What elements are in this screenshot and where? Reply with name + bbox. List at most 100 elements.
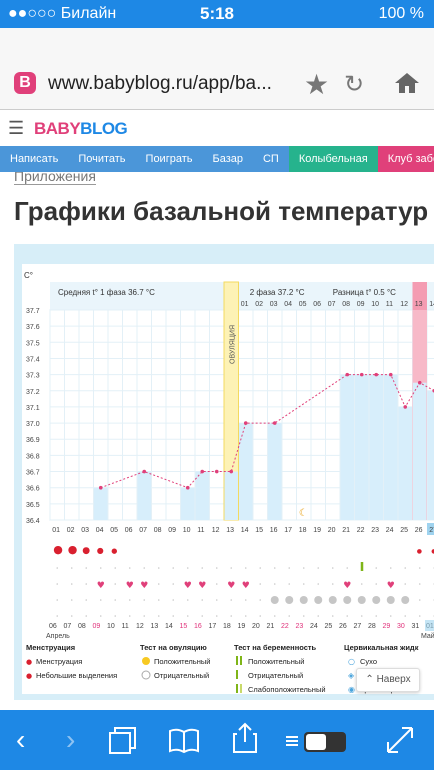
nav-item-1[interactable]: Почитать (78, 153, 126, 165)
nav-item-4[interactable]: СП (262, 153, 279, 165)
url-field[interactable]: www.babyblog.ru/app/ba... (48, 73, 272, 94)
date-label: 18 (223, 623, 231, 630)
grid-dot (70, 583, 73, 585)
legend-drop-icon: ● (26, 658, 32, 666)
grid-dot (157, 599, 160, 601)
grid-dot (375, 615, 378, 617)
share-icon[interactable] (232, 722, 258, 754)
date-label: 26 (339, 623, 347, 630)
grid-dot (418, 599, 421, 601)
grid-dot (114, 599, 117, 601)
legend-menstruation-title: Менструация (26, 643, 75, 652)
legend-ovu-neg-icon (141, 670, 151, 680)
grid-dot (172, 583, 175, 585)
grid-dot (389, 583, 392, 585)
date-label: 11 (122, 623, 129, 630)
date-label: 23 (296, 623, 304, 630)
intercourse-heart-icon: ♥ (140, 581, 148, 591)
temp-bar (181, 487, 195, 520)
legend-ovulation-item: Отрицательный (154, 671, 209, 680)
grid-dot (317, 615, 320, 617)
legend-pregnancy-item: Отрицательный (248, 671, 303, 680)
home-icon[interactable] (394, 72, 420, 94)
phase2-day-label: 14 (429, 301, 434, 308)
breadcrumb[interactable]: Приложения (14, 172, 96, 185)
phase2-day-label: 13 (415, 301, 423, 308)
grid-dot (259, 615, 262, 617)
cycle-day-label: 16 (270, 527, 278, 534)
y-tick-label: 37.6 (26, 324, 40, 331)
legend-cervical-title: Цервикальная жидк (344, 643, 419, 652)
grid-dot (244, 583, 247, 585)
intercourse-heart-icon: ♥ (387, 581, 395, 591)
bookmarks-icon[interactable] (168, 728, 200, 754)
medication-pill-icon (372, 596, 381, 604)
legend-preg-icon (240, 656, 242, 665)
y-tick-label: 37.7 (26, 308, 40, 315)
menstruation-drop-icon: ● (111, 547, 117, 555)
grid-dot (186, 583, 189, 585)
temp-point (142, 469, 147, 474)
grid-dot (259, 583, 262, 585)
grid-dot (99, 615, 102, 617)
nav-item-3[interactable]: Базар (212, 153, 243, 165)
date-label: 10 (107, 623, 115, 630)
grid-dot (56, 583, 59, 585)
grid-dot (56, 615, 59, 617)
forward-icon[interactable]: › (66, 724, 76, 755)
grid-dot (85, 567, 88, 569)
phase2-day-label: 06 (313, 301, 321, 308)
grid-dot (418, 583, 421, 585)
back-icon[interactable]: ‹ (16, 724, 26, 755)
cycle-day-label: 13 (226, 527, 234, 534)
browser-url-bar: B www.babyblog.ru/app/ba... ★ ↻ (0, 28, 434, 110)
temp-point (388, 372, 393, 377)
cycle-day-label: 07 (139, 527, 147, 534)
grid-dot (331, 567, 334, 569)
grid-dot (70, 615, 73, 617)
y-tick-label: 36.8 (26, 453, 40, 460)
date-label: 19 (238, 623, 246, 630)
temp-bar (224, 471, 238, 520)
nav-item-5[interactable]: Колыбельная (288, 146, 378, 172)
tabs-icon[interactable] (108, 726, 138, 756)
legend-preg-icon (236, 656, 238, 665)
nav-item-0[interactable]: Написать (10, 153, 59, 165)
medication-pill-icon (386, 596, 395, 604)
medication-pill-icon (343, 596, 352, 604)
date-label: 08 (78, 623, 86, 630)
fullscreen-icon[interactable] (386, 726, 414, 754)
intercourse-heart-icon: ♥ (343, 581, 351, 591)
legend-preg-icon (240, 684, 242, 693)
nav-item-2[interactable]: Поиграть (145, 153, 193, 165)
temp-bar (340, 374, 354, 520)
temp-point (214, 469, 219, 474)
date-label: 16 (194, 623, 202, 630)
grid-dot (230, 615, 233, 617)
reload-icon[interactable]: ↻ (344, 71, 365, 98)
grid-dot (114, 583, 117, 585)
phase2-day-label: 09 (357, 301, 365, 308)
grid-dot (99, 599, 102, 601)
clock: 5:18 (199, 4, 235, 23)
grid-dot (99, 567, 102, 569)
reader-toggle[interactable] (286, 732, 350, 754)
nav-item-6[interactable]: Клуб забот (377, 146, 434, 172)
grid-dot (244, 567, 247, 569)
grid-dot (128, 567, 131, 569)
menstruation-drop-icon: ● (97, 546, 104, 555)
bookmark-star-icon[interactable]: ★ (304, 69, 330, 100)
grid-dot (128, 599, 131, 601)
temp-bar (195, 471, 209, 520)
date-label: 21 (267, 623, 275, 630)
cycle-day-label: 19 (313, 527, 321, 534)
menu-icon[interactable]: ☰ (8, 118, 25, 138)
cycle-day-label: 18 (299, 527, 307, 534)
grid-dot (143, 599, 146, 601)
intercourse-heart-icon: ♥ (97, 581, 105, 591)
legend-cervical-item: Сухо (360, 657, 377, 666)
back-to-top-button[interactable]: ⌃ Наверх (356, 668, 420, 692)
grid-dot (273, 615, 276, 617)
site-logo[interactable]: BABYBLOG (34, 119, 128, 138)
temp-bar (268, 423, 282, 520)
